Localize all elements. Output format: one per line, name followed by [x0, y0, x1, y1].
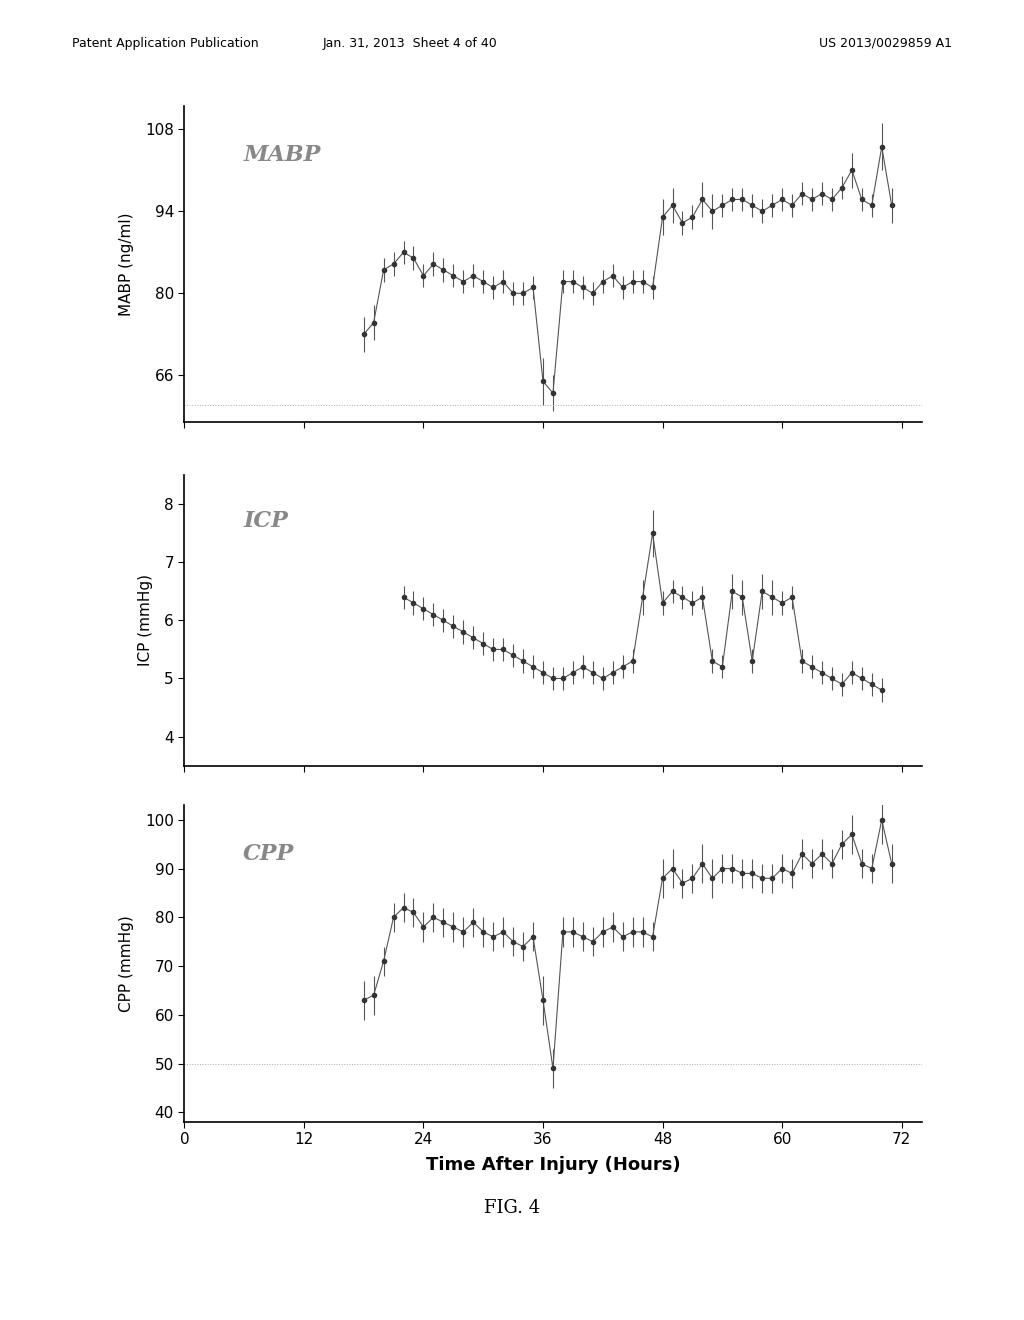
- Y-axis label: ICP (mmHg): ICP (mmHg): [138, 574, 153, 667]
- Y-axis label: MABP (ng/ml): MABP (ng/ml): [119, 213, 134, 315]
- X-axis label: Time After Injury (Hours): Time After Injury (Hours): [426, 1156, 680, 1173]
- Text: MABP: MABP: [244, 144, 321, 165]
- Text: US 2013/0029859 A1: US 2013/0029859 A1: [819, 37, 952, 50]
- Text: CPP: CPP: [244, 843, 295, 865]
- Text: ICP: ICP: [244, 510, 288, 532]
- Text: Patent Application Publication: Patent Application Publication: [72, 37, 258, 50]
- Text: Jan. 31, 2013  Sheet 4 of 40: Jan. 31, 2013 Sheet 4 of 40: [323, 37, 497, 50]
- Text: FIG. 4: FIG. 4: [484, 1199, 540, 1217]
- Y-axis label: CPP (mmHg): CPP (mmHg): [119, 915, 134, 1012]
